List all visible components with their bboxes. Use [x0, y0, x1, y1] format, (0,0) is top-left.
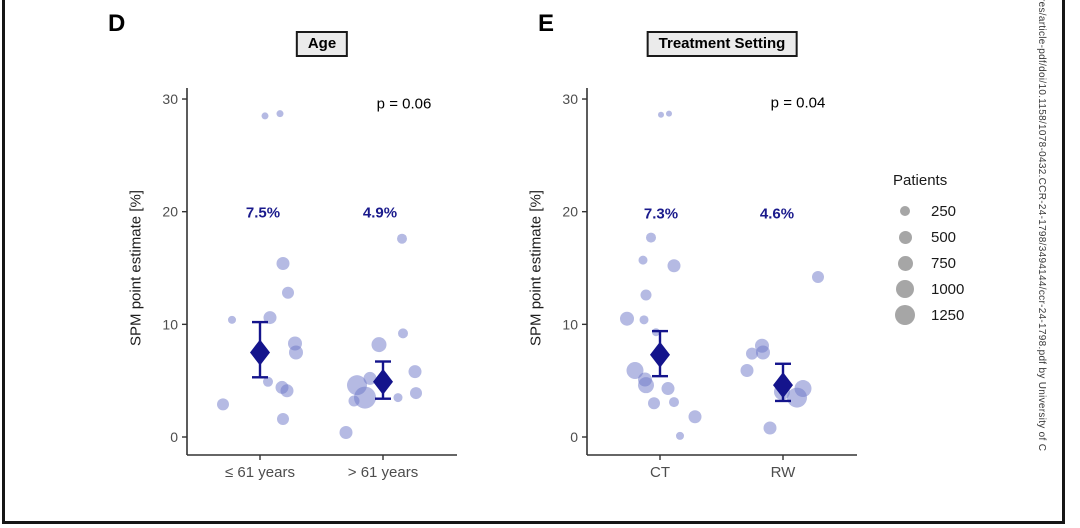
legend-label: 1000 — [931, 280, 965, 298]
y-tick-label: 30 — [162, 91, 178, 107]
pdf-download-watermark: res/article-pdf/doi/10.1158/1078-0432.CC… — [1036, 0, 1047, 452]
data-point — [638, 377, 654, 394]
bubble-size-legend: Patients 250 500 750 1000 1250 — [880, 172, 1030, 328]
data-point — [666, 110, 672, 117]
mean-diamond — [650, 341, 670, 368]
legend-item-750: 750 — [880, 250, 1030, 276]
data-point — [282, 286, 294, 299]
legend-label: 500 — [931, 228, 957, 246]
mean-diamond — [773, 372, 793, 399]
panel-title-age: Age — [295, 31, 349, 57]
legend-bubble-icon — [898, 230, 912, 244]
data-point — [626, 362, 644, 380]
y-tick-label: 10 — [562, 316, 578, 332]
data-point — [289, 345, 303, 360]
data-point — [812, 271, 824, 284]
legend-label: 250 — [931, 202, 957, 220]
data-point — [646, 232, 656, 243]
data-point — [676, 431, 684, 440]
scatter-plot-age: 0 10 20 30 ≤ 61 years > 61 years — [162, 88, 457, 481]
data-point — [794, 380, 812, 398]
legend-bubble-icon — [896, 280, 914, 298]
data-point — [276, 110, 284, 118]
legend-item-1250: 1250 — [880, 302, 1030, 328]
data-point — [280, 384, 294, 398]
y-tick-label: 10 — [162, 316, 178, 332]
data-point — [263, 376, 273, 387]
data-point — [261, 112, 269, 120]
mean-diamond — [250, 339, 270, 366]
data-point — [658, 111, 664, 118]
data-point — [639, 315, 649, 325]
y-tick-label: 20 — [162, 204, 178, 220]
estimate-label-ct: 7.3% — [643, 205, 679, 223]
data-point — [228, 315, 236, 324]
data-point — [669, 397, 679, 408]
data-point — [217, 398, 229, 411]
data-point — [398, 328, 408, 339]
data-point — [348, 395, 360, 407]
y-tick-label: 20 — [562, 204, 578, 220]
p-value-age: p = 0.06 — [376, 95, 432, 113]
data-point — [263, 311, 277, 325]
legend-label: 750 — [931, 254, 957, 272]
x-tick-label: CT — [650, 464, 670, 481]
data-point — [620, 311, 634, 326]
estimate-label-gt61: 4.9% — [362, 204, 398, 222]
data-point — [763, 421, 777, 435]
x-tick-label: > 61 years — [348, 464, 418, 481]
legend-item-250: 250 — [880, 198, 1030, 224]
legend-label: 1250 — [931, 306, 965, 324]
legend-item-500: 500 — [880, 224, 1030, 250]
mean-diamond — [373, 368, 393, 395]
y-tick-label: 30 — [562, 91, 578, 107]
data-point — [756, 345, 770, 360]
data-point — [393, 393, 403, 403]
data-point — [638, 255, 648, 265]
data-point — [667, 259, 681, 273]
data-point — [371, 337, 387, 353]
legend-bubble-icon — [895, 305, 915, 325]
data-point — [648, 397, 660, 410]
panel-letter-d: D — [108, 10, 126, 37]
data-point — [688, 410, 702, 424]
data-point — [410, 387, 422, 400]
data-point — [339, 425, 353, 439]
x-tick-label: RW — [771, 464, 797, 481]
data-point — [746, 347, 758, 360]
panel-title-treatment-setting: Treatment Setting — [646, 31, 798, 57]
legend-item-1000: 1000 — [880, 276, 1030, 302]
x-tick-label: ≤ 61 years — [225, 464, 295, 481]
data-point — [277, 412, 289, 425]
data-point — [276, 257, 290, 271]
data-point — [740, 364, 754, 378]
data-point — [640, 289, 652, 301]
estimate-label-rw: 4.6% — [759, 205, 795, 223]
data-point — [354, 386, 376, 409]
data-point — [397, 233, 407, 244]
y-tick-label: 0 — [170, 429, 178, 445]
legend-title: Patients — [893, 172, 948, 189]
estimate-label-le61: 7.5% — [245, 204, 281, 222]
legend-bubble-icon — [897, 255, 913, 271]
scatter-plot-treatment: 0 10 20 30 CT RW — [562, 88, 857, 481]
panel-letter-e: E — [538, 10, 555, 37]
p-value-treatment-setting: p = 0.04 — [770, 94, 826, 112]
data-point — [408, 365, 422, 379]
y-tick-label: 0 — [570, 429, 578, 445]
data-point — [661, 382, 675, 396]
legend-bubble-icon — [900, 206, 910, 216]
